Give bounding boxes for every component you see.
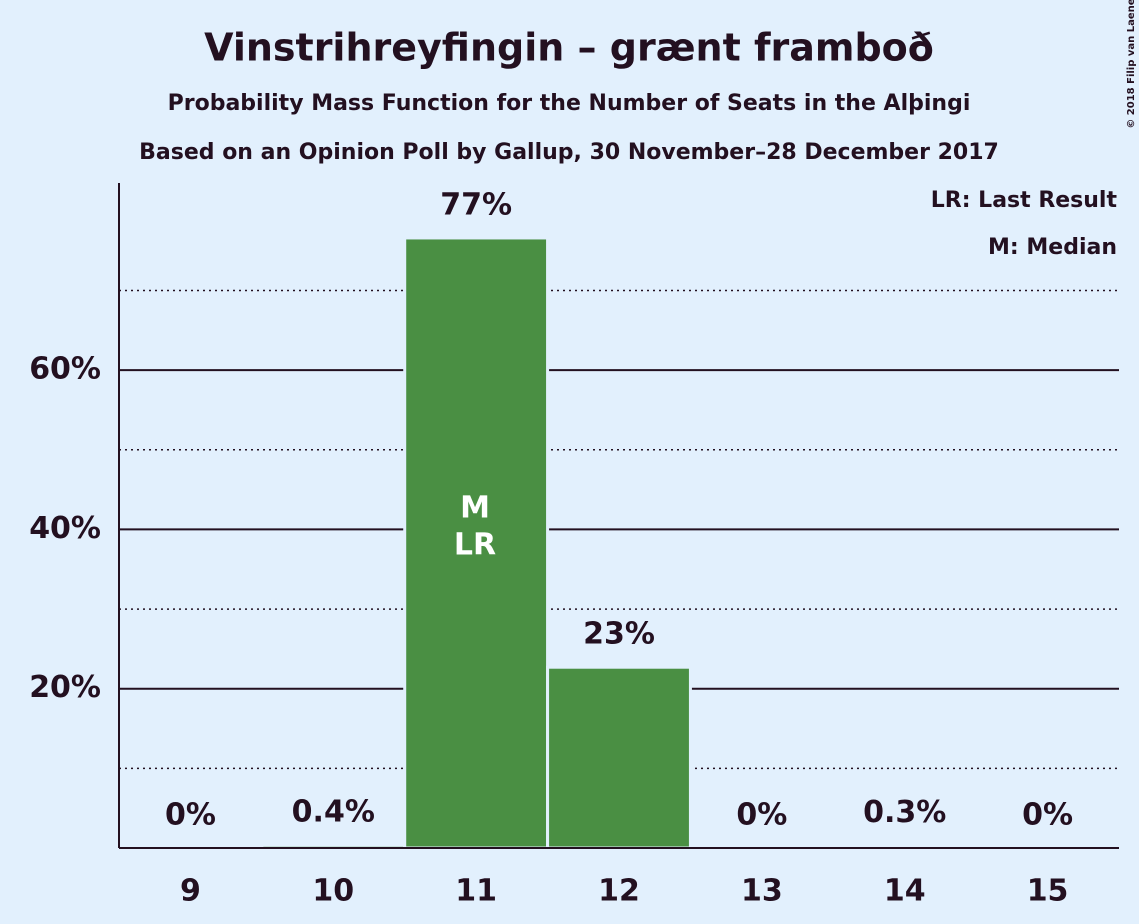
legend-entry: LR: Last Result [931, 188, 1118, 213]
value-label: 0% [736, 798, 787, 833]
value-label: 0% [165, 798, 216, 833]
y-tick-label: 60% [29, 352, 101, 387]
value-label: 23% [583, 617, 655, 652]
annotation: LR [454, 528, 496, 563]
value-label: 0.3% [863, 795, 946, 830]
chart-subtitle: Probability Mass Function for the Number… [168, 91, 971, 116]
y-tick-label: 20% [29, 670, 101, 705]
x-tick-label: 13 [741, 874, 783, 909]
chart-title: Vinstrihreyfingin – grænt framboð [204, 26, 934, 70]
x-tick-label: 9 [180, 874, 201, 909]
x-tick-label: 12 [598, 874, 640, 909]
x-tick-label: 10 [312, 874, 354, 909]
annotation: M [460, 491, 490, 526]
x-tick-label: 15 [1027, 874, 1069, 909]
x-tick-label: 11 [455, 874, 497, 909]
legend-entry: M: Median [988, 235, 1117, 260]
value-label: 0% [1022, 798, 1073, 833]
copyright: © 2018 Filip van Laenen [1126, 0, 1137, 129]
plot: 20% 40% 60% 9 0% 10 0.4% 11 77% 12 23% 13 0% 14 0.3% 15… [29, 183, 1119, 909]
y-tick-label: 40% [29, 511, 101, 546]
value-label: 0.4% [292, 794, 375, 829]
value-label: 77% [440, 187, 512, 222]
bar [546, 665, 692, 850]
bar [403, 236, 550, 850]
x-tick-label: 14 [884, 874, 926, 909]
chart-subtitle: Based on an Opinion Poll by Gallup, 30 N… [139, 140, 999, 165]
